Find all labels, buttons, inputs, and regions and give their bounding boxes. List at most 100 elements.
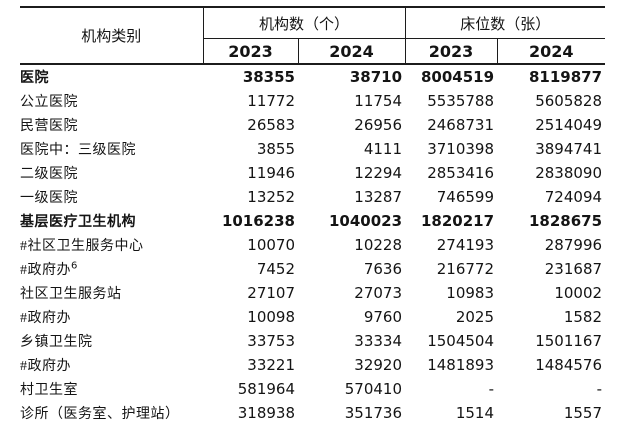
- cell-value: 27107: [247, 284, 295, 302]
- cell-value: 1557: [563, 404, 603, 422]
- row-label: 医院: [20, 71, 49, 86]
- cell-value: 287996: [544, 236, 603, 254]
- cell-value: 216772: [436, 260, 495, 278]
- table-row: #政府办 33221 32920 1481893 1484576: [20, 353, 605, 377]
- table-row: 医院 38355 38710 8004519 8119877: [20, 64, 605, 89]
- cell-value: 27073: [354, 284, 403, 302]
- cell-value: 8119877: [528, 68, 603, 86]
- cell-value: 3855: [256, 140, 295, 158]
- table-row: #政府办 10098 9760 2025 1582: [20, 305, 605, 329]
- table-body: 医院 38355 38710 8004519 8119877 公立医院 11772 11754…: [20, 64, 605, 425]
- table-row: 社区卫生服务站 27107 27073 10983 10002: [20, 281, 605, 305]
- table-header: 机构类别 机构数（个） 床位数（张） 2023 2024 2023 2024: [20, 7, 606, 65]
- column-header-institutions-2024: 2024: [298, 38, 406, 65]
- row-label: 村卫生室: [20, 383, 78, 398]
- row-label: 诊所（医务室、护理站）: [20, 407, 180, 422]
- table-row: 医院中：三级医院 3855 4111 3710398 3894741: [20, 137, 605, 161]
- column-header-beds-2023: 2023: [405, 38, 498, 65]
- cell-value: 9760: [363, 308, 403, 326]
- cell-value: 26956: [354, 116, 403, 134]
- row-label: 医院中：三级医院: [20, 143, 136, 158]
- table-row: 乡镇卫生院 33753 33334 1504504 1501167: [20, 329, 605, 353]
- cell-value: 2025: [455, 308, 495, 326]
- row-label: 二级医院: [20, 167, 78, 182]
- row-label: #政府办6: [20, 260, 78, 278]
- cell-value: 318938: [237, 404, 295, 422]
- cell-value: 11754: [354, 92, 403, 110]
- cell-value: 3710398: [427, 140, 495, 158]
- cell-value: 33221: [247, 356, 295, 374]
- header-group-row: 机构类别 机构数（个） 床位数（张）: [20, 7, 606, 65]
- row-label: 一级医院: [20, 191, 78, 206]
- table-row: 村卫生室 581964 570410 - -: [20, 377, 605, 401]
- column-group-institution-count: 机构数（个）: [203, 7, 406, 39]
- row-label: 乡镇卫生院: [20, 335, 93, 350]
- row-label: #政府办: [20, 359, 71, 374]
- cell-value: 2514049: [535, 116, 603, 134]
- row-label: 公立医院: [20, 95, 78, 110]
- cell-value: 32920: [354, 356, 403, 374]
- row-label: #政府办: [20, 311, 71, 326]
- cell-value: 7636: [363, 260, 403, 278]
- cell-value: 1016238: [221, 212, 295, 230]
- cell-value: 581964: [237, 380, 295, 398]
- row-label: 民营医院: [20, 119, 78, 134]
- table-row: 民营医院 26583 26956 2468731 2514049: [20, 113, 605, 137]
- cell-value: 5605828: [535, 92, 603, 110]
- cell-value: 10002: [554, 284, 603, 302]
- table-row: 二级医院 11946 12294 2853416 2838090: [20, 161, 605, 185]
- cell-value: 274193: [436, 236, 495, 254]
- cell-value: 724094: [544, 188, 603, 206]
- row-label: 社区卫生服务站: [20, 287, 122, 302]
- cell-value: 1820217: [420, 212, 495, 230]
- cell-value: 1040023: [328, 212, 403, 230]
- column-group-bed-count: 床位数（张）: [405, 7, 606, 39]
- cell-value: 3894741: [535, 140, 603, 158]
- table-row: 诊所（医务室、护理站） 318938 351736 1514 1557: [20, 401, 605, 425]
- column-header-category: 机构类别: [20, 7, 204, 65]
- cell-value: -: [596, 380, 603, 398]
- cell-value: 2468731: [427, 116, 495, 134]
- cell-value: 5535788: [427, 92, 495, 110]
- cell-value: 1481893: [427, 356, 495, 374]
- table-row: 公立医院 11772 11754 5535788 5605828: [20, 89, 605, 113]
- cell-value: 10070: [247, 236, 295, 254]
- cell-value: 38710: [349, 68, 403, 86]
- table-row: 基层医疗卫生机构 1016238 1040023 1820217 1828675: [20, 209, 605, 233]
- cell-value: 7452: [256, 260, 295, 278]
- cell-value: 2838090: [535, 164, 603, 182]
- column-header-beds-2024: 2024: [497, 38, 606, 65]
- cell-value: -: [488, 380, 495, 398]
- cell-value: 33334: [354, 332, 403, 350]
- cell-value: 13252: [247, 188, 295, 206]
- cell-value: 10098: [247, 308, 295, 326]
- cell-value: 1484576: [535, 356, 603, 374]
- cell-value: 38355: [242, 68, 295, 86]
- cell-value: 26583: [247, 116, 295, 134]
- table-row: #社区卫生服务中心 10070 10228 274193 287996: [20, 233, 605, 257]
- footnote-marker: 6: [71, 260, 78, 272]
- cell-value: 11946: [247, 164, 295, 182]
- cell-value: 570410: [344, 380, 403, 398]
- header-year-row: 2023 2024 2023 2024: [20, 38, 606, 65]
- cell-value: 746599: [436, 188, 495, 206]
- cell-value: 1828675: [528, 212, 603, 230]
- column-header-institutions-2023: 2023: [203, 38, 299, 65]
- cell-value: 10983: [446, 284, 495, 302]
- table-row: 一级医院 13252 13287 746599 724094: [20, 185, 605, 209]
- cell-value: 4111: [363, 140, 403, 158]
- cell-value: 1582: [563, 308, 603, 326]
- row-label: 基层医疗卫生机构: [20, 215, 136, 230]
- row-label: #社区卫生服务中心: [20, 239, 144, 254]
- cell-value: 12294: [354, 164, 403, 182]
- cell-value: 231687: [544, 260, 603, 278]
- cell-value: 8004519: [420, 68, 495, 86]
- cell-value: 351736: [344, 404, 403, 422]
- health-institutions-table: 机构类别 机构数（个） 床位数（张） 2023 2024 2023 2024 医…: [20, 6, 606, 425]
- cell-value: 1514: [455, 404, 495, 422]
- table-row: #政府办6 7452 7636 216772 231687: [20, 257, 605, 281]
- cell-value: 33753: [247, 332, 295, 350]
- cell-value: 13287: [354, 188, 403, 206]
- cell-value: 1501167: [535, 332, 603, 350]
- cell-value: 10228: [354, 236, 403, 254]
